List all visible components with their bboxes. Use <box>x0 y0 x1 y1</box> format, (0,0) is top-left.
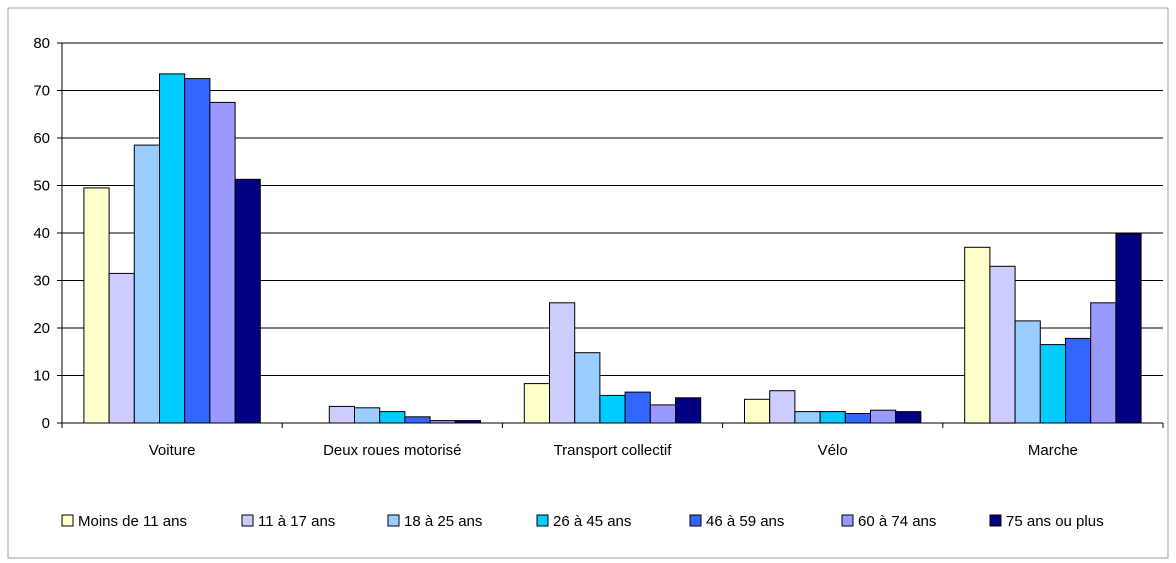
legend-swatch <box>241 514 254 527</box>
bar <box>184 78 211 424</box>
axes <box>61 43 1164 428</box>
bar <box>599 394 626 424</box>
bar <box>1065 337 1092 424</box>
bar <box>964 246 991 424</box>
bar <box>523 383 550 424</box>
x-category-label: Deux roues motorisé <box>323 442 461 459</box>
x-category-label: Vélo <box>818 442 848 459</box>
bar <box>1115 233 1142 424</box>
bar <box>675 397 702 424</box>
bar <box>1014 320 1041 424</box>
bar <box>354 407 381 424</box>
legend-swatch <box>536 514 549 527</box>
x-category-label: Voiture <box>149 442 196 459</box>
bar <box>989 265 1016 424</box>
legend-label: 18 à 25 ans <box>404 513 482 530</box>
x-category-label: Marche <box>1028 442 1078 459</box>
bar <box>83 187 110 424</box>
legend-swatch <box>989 514 1002 527</box>
bar <box>379 411 406 424</box>
y-axis-ticks: 0 10 20 30 40 50 60 70 80 <box>33 35 62 432</box>
bar <box>1039 344 1067 424</box>
legend: Moins de 11 ans 11 à 17 ans 18 à 25 ans 26 … <box>61 513 1104 530</box>
legend-label: Moins de 11 ans <box>78 513 187 530</box>
legend-swatch <box>61 514 74 527</box>
legend-swatch <box>387 514 400 527</box>
legend-swatch <box>841 514 854 527</box>
bar <box>870 409 897 424</box>
bar <box>209 101 236 424</box>
bar <box>844 413 871 424</box>
bar <box>133 144 161 424</box>
legend-label: 11 à 17 ans <box>258 513 335 530</box>
y-tick-label: 80 <box>33 35 50 52</box>
x-category-label: Transport collectif <box>554 442 673 459</box>
bar <box>819 411 846 424</box>
bar <box>404 416 431 424</box>
bar <box>744 398 771 424</box>
bar <box>234 178 261 424</box>
bar <box>574 352 601 424</box>
category-labels: Voiture Deux roues motorisé Transport coll… <box>149 442 1078 459</box>
bar <box>1090 302 1117 424</box>
legend-label: 46 à 59 ans <box>706 513 784 530</box>
bar <box>108 272 135 424</box>
y-tick-label: 30 <box>33 273 50 290</box>
bar <box>895 411 922 424</box>
bar <box>549 302 576 424</box>
y-tick-label: 50 <box>33 178 50 195</box>
y-tick-label: 0 <box>42 415 50 432</box>
y-tick-label: 40 <box>33 225 50 242</box>
y-tick-label: 70 <box>33 83 50 100</box>
y-tick-label: 20 <box>33 320 50 337</box>
y-tick-label: 60 <box>33 130 50 147</box>
legend-label: 75 ans ou plus <box>1006 513 1104 530</box>
bar <box>624 391 651 424</box>
bar <box>328 405 355 424</box>
legend-label: 60 à 74 ans <box>858 513 936 530</box>
bar <box>159 73 186 424</box>
legend-label: 26 à 45 ans <box>553 513 631 530</box>
bar <box>794 411 821 424</box>
bar <box>649 404 676 424</box>
bar <box>769 390 796 424</box>
y-tick-label: 10 <box>33 368 50 385</box>
legend-swatch <box>689 514 702 527</box>
